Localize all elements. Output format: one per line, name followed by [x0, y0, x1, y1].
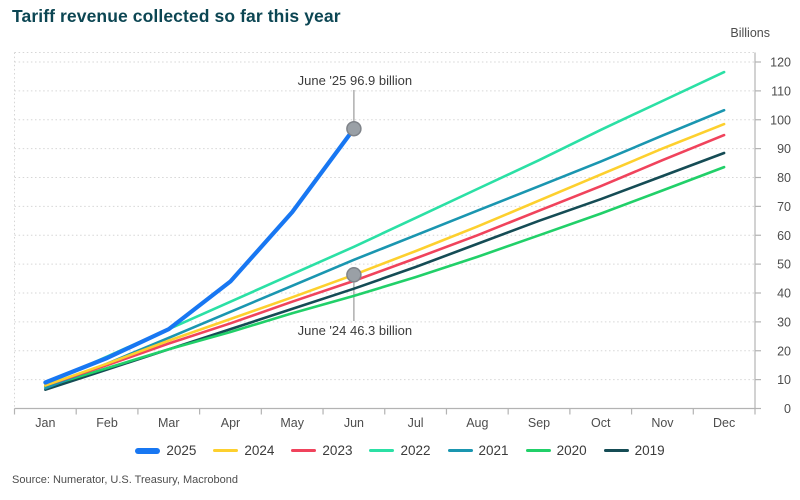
x-tick-label: Jul: [408, 416, 424, 430]
annotation-marker: [346, 120, 362, 137]
legend-swatch-2023: [291, 448, 317, 453]
legend-item-2022: 2022: [369, 443, 431, 458]
series-line-2019: [44, 151, 726, 392]
legend-swatch-2022: [369, 448, 395, 453]
y-tick-label: 60: [777, 229, 791, 243]
y-tick-label: 40: [777, 287, 791, 301]
legend-item-2024: 2024: [213, 443, 274, 458]
y-tick-label: 70: [777, 200, 791, 214]
y-axis-unit-label: Billions: [730, 26, 770, 40]
source-text: Source: Numerator, U.S. Treasury, Macrob…: [12, 474, 238, 486]
legend-label: 2023: [322, 443, 353, 458]
y-tick-label: 120: [770, 56, 791, 70]
y-tick-label: 10: [777, 373, 791, 387]
legend-swatch-2020: [525, 448, 551, 453]
series-line-2025: [43, 126, 356, 385]
legend-item-2021: 2021: [447, 443, 509, 458]
y-tick-label: 110: [771, 84, 791, 98]
legend-item-2019: 2019: [603, 443, 665, 458]
legend-label: 2025: [166, 443, 197, 458]
annotation-label: June '25 96.9 billion: [298, 73, 413, 88]
y-tick-label: 0: [784, 402, 791, 416]
y-tick-label: 30: [777, 315, 791, 329]
legend-item-2025: 2025: [135, 443, 196, 458]
legend-item-2020: 2020: [525, 443, 587, 458]
series-line-2023: [44, 133, 726, 387]
y-tick-label: 90: [777, 142, 791, 156]
legend-label: 2020: [556, 443, 587, 458]
x-tick-label: Nov: [651, 416, 674, 430]
legend-item-2023: 2023: [291, 443, 352, 458]
legend-swatch-2024: [213, 448, 239, 453]
x-tick-label: Apr: [221, 416, 240, 430]
x-tick-label: Aug: [466, 416, 488, 430]
legend-label: 2021: [478, 443, 509, 458]
annotation-label: June '24 46.3 billion: [298, 323, 413, 338]
y-tick-label: 20: [777, 344, 791, 358]
legend-label: 2024: [244, 443, 275, 458]
x-tick-label: May: [280, 416, 304, 430]
x-tick-label: Sep: [528, 416, 550, 430]
legend-label: 2022: [400, 443, 431, 458]
x-tick-label: Feb: [96, 416, 118, 430]
series-line-2024: [44, 122, 726, 387]
y-tick-label: 80: [777, 171, 791, 185]
x-tick-label: Jan: [35, 416, 55, 430]
x-tick-label: Mar: [158, 416, 180, 430]
legend-swatch-2021: [447, 448, 473, 453]
legend-swatch-2019: [603, 448, 629, 453]
annotation-marker: [346, 267, 362, 283]
x-tick-label: Jun: [344, 416, 364, 430]
chart-legend: 2025 2024 2023 2022 2021 2020 2019: [0, 443, 800, 458]
series-line-2020: [44, 165, 726, 389]
x-tick-label: Oct: [591, 416, 611, 430]
legend-label: 2019: [634, 443, 665, 458]
legend-swatch-2025: [135, 447, 161, 454]
series-line-2021: [44, 108, 726, 390]
x-tick-label: Dec: [713, 416, 735, 430]
y-tick-label: 100: [770, 113, 791, 127]
chart-title: Tariff revenue collected so far this yea…: [12, 6, 341, 26]
y-tick-label: 50: [777, 258, 791, 272]
